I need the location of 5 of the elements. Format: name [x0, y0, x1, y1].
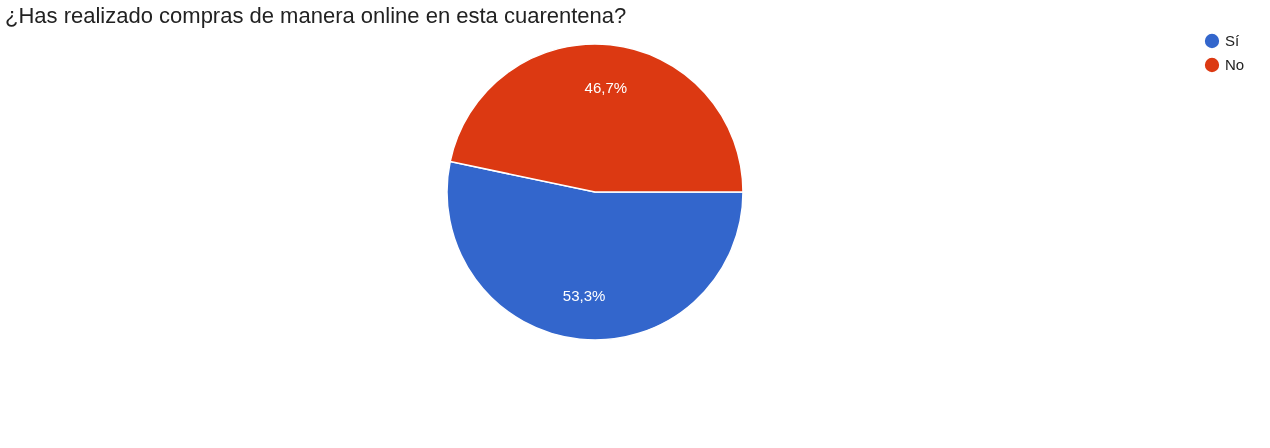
legend-label: Sí [1225, 32, 1240, 49]
data-label: 53,3% [562, 287, 606, 305]
data-label: 46,7% [584, 78, 628, 96]
chart-title: ¿Has realizado compras de manera online en esta cuarentena? [5, 3, 627, 28]
legend-label: No [1225, 56, 1245, 73]
